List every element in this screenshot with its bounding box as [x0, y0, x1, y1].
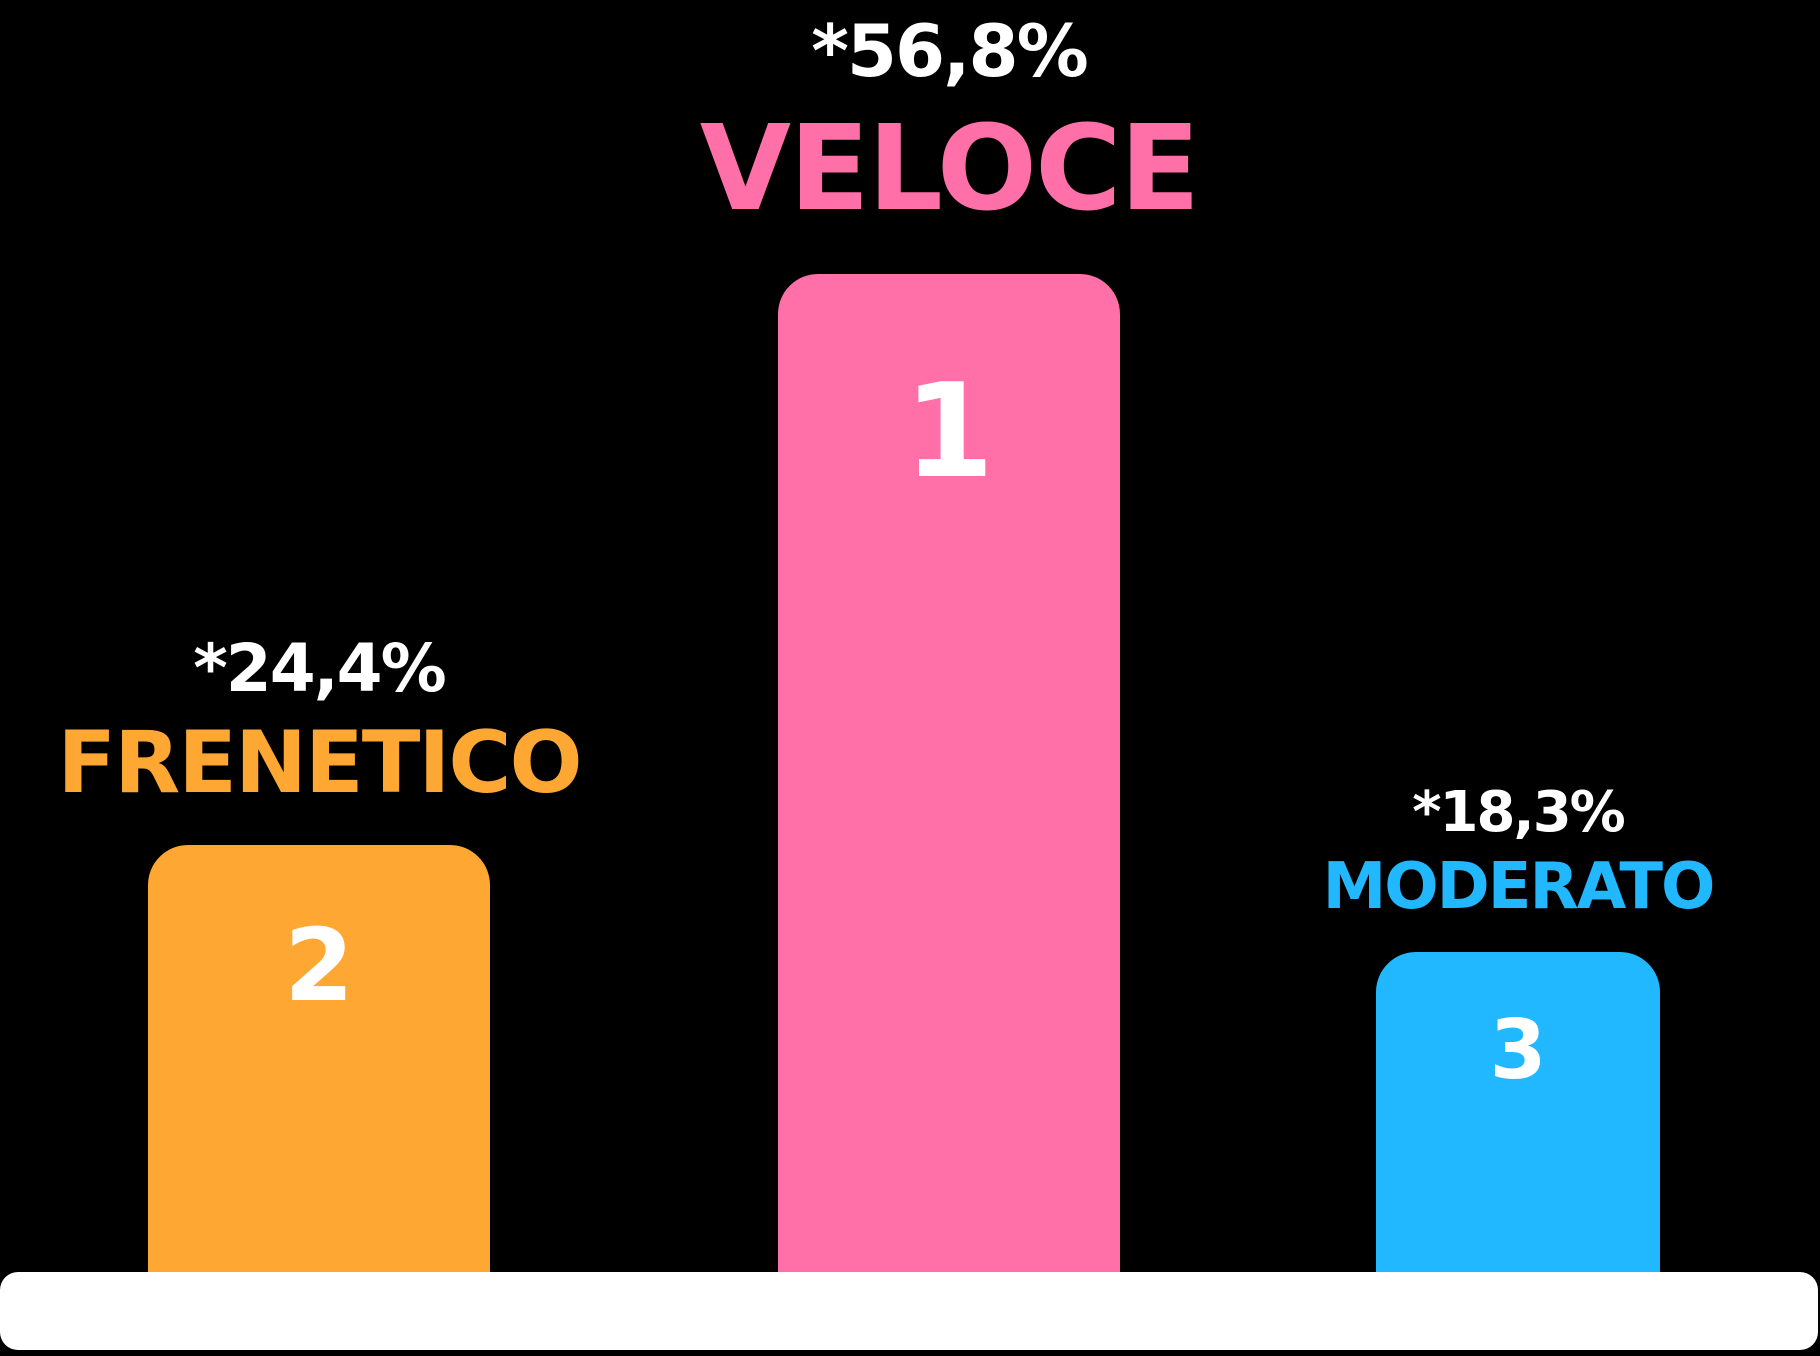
rank-label-veloce: 1 [903, 355, 995, 507]
rank-label-moderato: 3 [1489, 1003, 1547, 1098]
chart-baseline [0, 1272, 1818, 1350]
category-label-veloce: VELOCE [699, 98, 1200, 237]
bar-frenetico: 2 [148, 845, 490, 1275]
category-label-frenetico: FRENETICO [57, 712, 582, 813]
bar-veloce: 1 [778, 274, 1120, 1275]
category-label-moderato: MODERATO [1322, 849, 1716, 924]
value-label-frenetico: *24,4% [193, 630, 446, 708]
rank-label-frenetico: 2 [284, 907, 354, 1024]
bar-moderato: 3 [1376, 952, 1660, 1275]
value-label-veloce: *56,8% [811, 8, 1088, 93]
value-label-moderato: *18,3% [1412, 779, 1626, 845]
